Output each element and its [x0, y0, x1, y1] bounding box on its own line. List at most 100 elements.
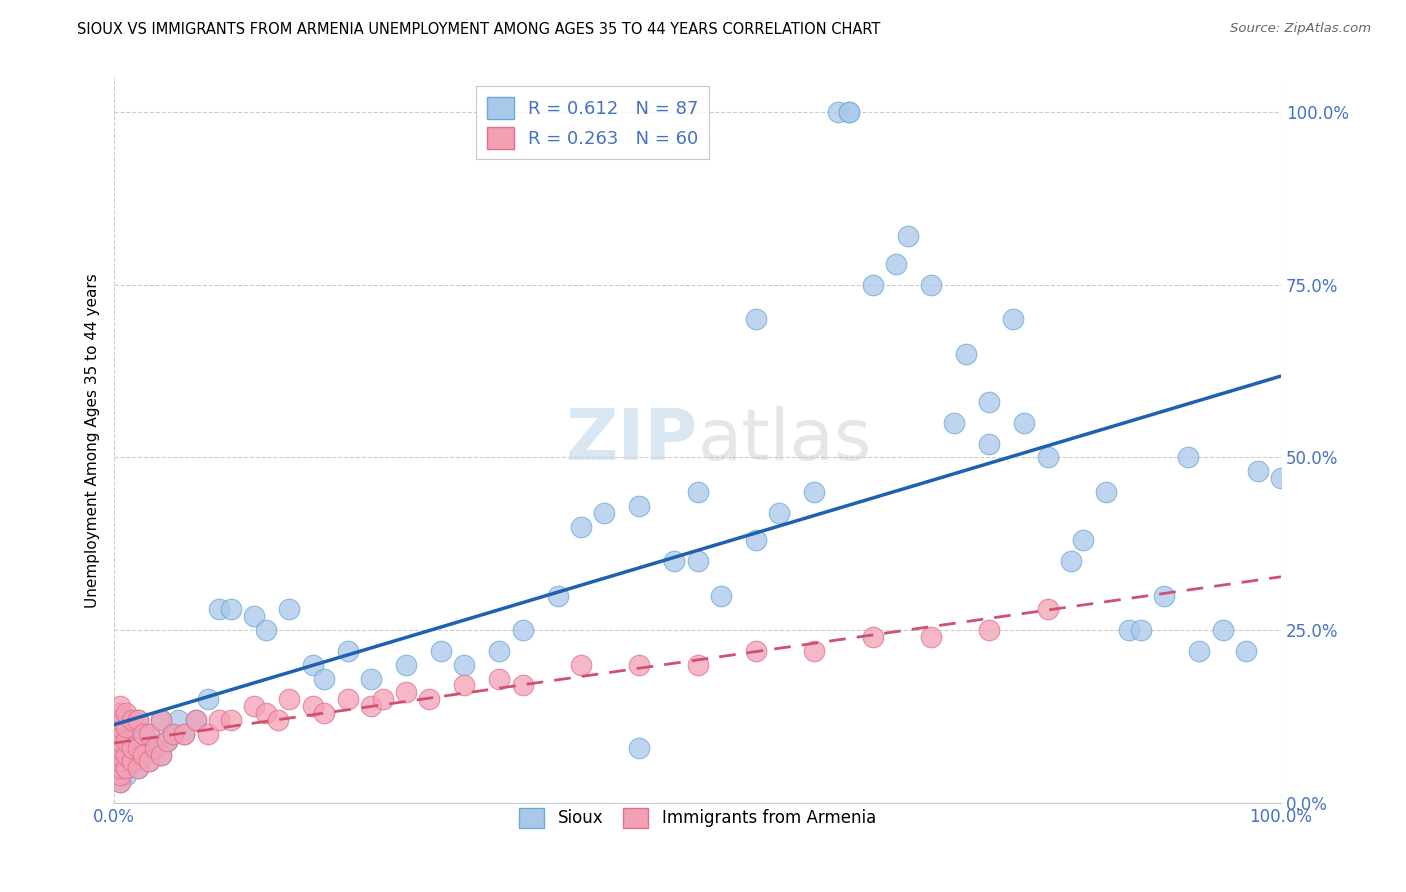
Point — [955, 347, 977, 361]
Point — [127, 761, 149, 775]
Point — [745, 312, 768, 326]
Point — [132, 747, 155, 762]
Point — [360, 672, 382, 686]
Y-axis label: Unemployment Among Ages 35 to 44 years: Unemployment Among Ages 35 to 44 years — [86, 273, 100, 607]
Point — [884, 257, 907, 271]
Point — [1234, 644, 1257, 658]
Point — [108, 761, 131, 775]
Point — [1012, 416, 1035, 430]
Point — [547, 589, 569, 603]
Point — [184, 713, 207, 727]
Point — [121, 740, 143, 755]
Point — [121, 755, 143, 769]
Point — [219, 713, 242, 727]
Point — [512, 678, 534, 692]
Point — [115, 747, 138, 762]
Point — [108, 775, 131, 789]
Point — [569, 519, 592, 533]
Point — [121, 755, 143, 769]
Point — [127, 761, 149, 775]
Point — [512, 624, 534, 638]
Point — [173, 727, 195, 741]
Point — [108, 713, 131, 727]
Point — [628, 740, 651, 755]
Point — [430, 644, 453, 658]
Point — [149, 747, 172, 762]
Point — [149, 713, 172, 727]
Point — [979, 624, 1001, 638]
Point — [827, 105, 849, 120]
Point — [156, 733, 179, 747]
Point — [336, 644, 359, 658]
Point — [184, 713, 207, 727]
Point — [197, 727, 219, 741]
Point — [1212, 624, 1234, 638]
Point — [360, 699, 382, 714]
Point — [803, 485, 825, 500]
Point — [1036, 450, 1059, 465]
Point — [1095, 485, 1118, 500]
Point — [254, 706, 277, 720]
Point — [121, 713, 143, 727]
Point — [127, 733, 149, 747]
Point — [1001, 312, 1024, 326]
Point — [149, 747, 172, 762]
Point — [115, 761, 138, 775]
Point — [108, 740, 131, 755]
Point — [138, 727, 160, 741]
Point — [127, 747, 149, 762]
Point — [314, 706, 336, 720]
Point — [278, 692, 301, 706]
Point — [108, 733, 131, 747]
Point — [301, 699, 323, 714]
Point — [943, 416, 966, 430]
Point — [156, 733, 179, 747]
Point — [278, 602, 301, 616]
Point — [686, 485, 709, 500]
Point — [920, 630, 942, 644]
Point — [138, 727, 160, 741]
Point — [149, 713, 172, 727]
Point — [115, 713, 138, 727]
Point — [1177, 450, 1199, 465]
Point — [488, 672, 510, 686]
Point — [395, 685, 418, 699]
Text: ZIP: ZIP — [565, 406, 697, 475]
Point — [108, 713, 131, 727]
Point — [108, 727, 131, 741]
Point — [314, 672, 336, 686]
Legend: Sioux, Immigrants from Armenia: Sioux, Immigrants from Armenia — [513, 801, 883, 835]
Point — [710, 589, 733, 603]
Point — [371, 692, 394, 706]
Point — [108, 740, 131, 755]
Point — [838, 105, 860, 120]
Point — [108, 727, 131, 741]
Point — [108, 755, 131, 769]
Point — [1153, 589, 1175, 603]
Point — [108, 768, 131, 782]
Point — [593, 506, 616, 520]
Point — [628, 657, 651, 672]
Point — [266, 713, 288, 727]
Point — [115, 733, 138, 747]
Point — [1188, 644, 1211, 658]
Point — [254, 624, 277, 638]
Point — [121, 727, 143, 741]
Point — [803, 644, 825, 658]
Point — [336, 692, 359, 706]
Point — [219, 602, 242, 616]
Point — [243, 699, 266, 714]
Point — [208, 713, 231, 727]
Point — [108, 775, 131, 789]
Point — [115, 720, 138, 734]
Point — [768, 506, 790, 520]
Point — [569, 657, 592, 672]
Text: atlas: atlas — [697, 406, 872, 475]
Point — [115, 747, 138, 762]
Point — [838, 105, 860, 120]
Point — [628, 499, 651, 513]
Point — [395, 657, 418, 672]
Point — [745, 644, 768, 658]
Point — [897, 229, 920, 244]
Point — [1060, 554, 1083, 568]
